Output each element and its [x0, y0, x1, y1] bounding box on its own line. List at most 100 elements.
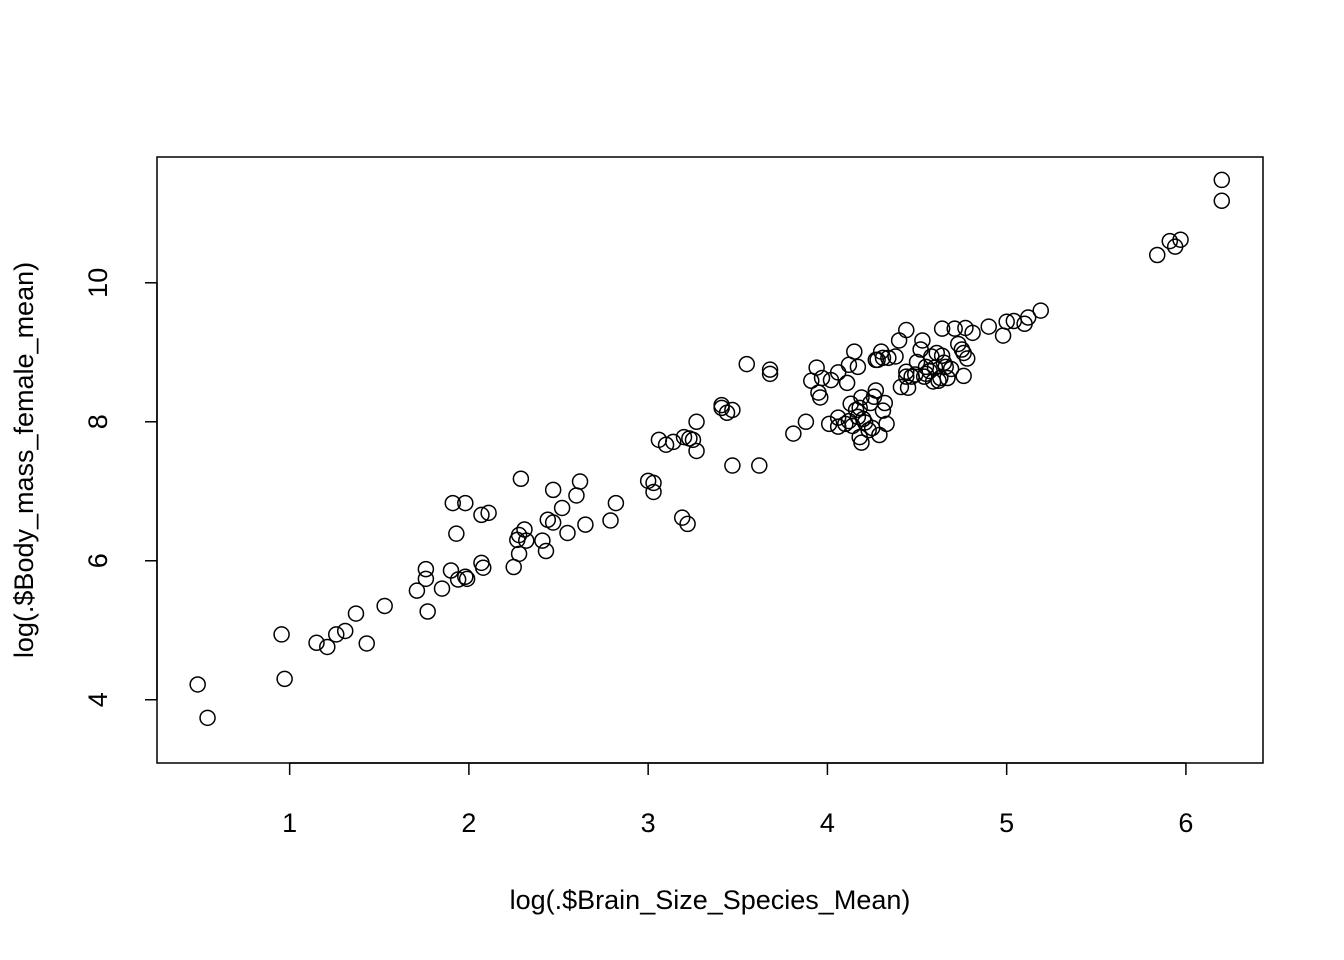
point: [811, 389, 829, 406]
point: [932, 369, 949, 387]
point: [950, 335, 967, 353]
point: [846, 343, 863, 360]
point: [874, 349, 892, 367]
point: [820, 415, 838, 433]
x-axis-title: log(.$Brain_Size_Species_Mean): [510, 885, 911, 915]
point: [308, 634, 325, 652]
point: [724, 457, 741, 474]
point: [837, 415, 854, 433]
y-tick-label: 4: [83, 692, 113, 707]
point: [276, 670, 293, 688]
x-tick-label: 4: [820, 808, 835, 838]
point: [838, 374, 856, 392]
x-tick-label: 6: [1178, 808, 1193, 838]
point: [829, 364, 847, 381]
y-tick-label: 8: [83, 414, 113, 429]
point: [417, 570, 435, 588]
point: [849, 358, 867, 376]
point: [933, 347, 951, 365]
point: [544, 514, 562, 531]
x-tick-label: 1: [282, 808, 297, 838]
point: [688, 413, 705, 431]
point: [645, 474, 662, 492]
point: [1172, 231, 1189, 248]
point: [544, 481, 562, 499]
point: [1019, 309, 1037, 326]
point: [537, 542, 555, 560]
point: [419, 603, 436, 620]
point: [534, 532, 551, 549]
point: [880, 349, 897, 367]
point: [516, 521, 533, 538]
point: [998, 313, 1015, 330]
point: [953, 341, 971, 358]
point: [319, 638, 336, 656]
point: [853, 389, 870, 406]
point: [1032, 302, 1049, 319]
point: [874, 402, 892, 419]
point: [449, 571, 467, 588]
point: [898, 321, 915, 339]
point: [199, 709, 216, 727]
point: [358, 635, 375, 652]
point: [273, 626, 290, 643]
point: [607, 494, 625, 512]
point: [860, 421, 877, 439]
point: [855, 410, 872, 428]
point: [679, 515, 696, 533]
point: [1148, 246, 1166, 264]
point: [577, 516, 594, 533]
point: [657, 436, 675, 453]
point: [890, 332, 908, 349]
point: [510, 545, 528, 563]
point: [980, 318, 997, 335]
point: [512, 470, 530, 488]
point: [328, 626, 345, 643]
point: [955, 367, 972, 385]
x-tick-label: 2: [461, 808, 476, 838]
point: [665, 433, 682, 451]
point: [458, 570, 476, 588]
y-tick-label: 10: [83, 268, 113, 298]
point: [559, 524, 576, 542]
point: [473, 506, 490, 524]
point: [457, 568, 474, 586]
point: [761, 361, 779, 378]
point: [761, 365, 779, 383]
point: [457, 494, 474, 512]
point: [713, 399, 730, 417]
point: [751, 457, 768, 474]
point: [724, 401, 741, 419]
point: [917, 358, 935, 376]
point: [688, 442, 705, 460]
point: [898, 363, 915, 380]
point: [1213, 171, 1231, 189]
x-tick-label: 3: [641, 808, 656, 838]
point: [892, 378, 910, 396]
point: [568, 487, 585, 504]
y-tick-label: 6: [83, 553, 113, 568]
point: [417, 560, 435, 578]
point: [797, 413, 815, 431]
point: [898, 368, 915, 385]
point: [939, 369, 956, 387]
point: [867, 382, 885, 399]
point: [908, 353, 926, 371]
point: [1213, 192, 1231, 210]
point: [602, 512, 619, 529]
point: [189, 676, 206, 693]
x-tick-label: 5: [999, 808, 1014, 838]
point: [876, 394, 894, 412]
point: [444, 494, 462, 512]
point: [887, 348, 904, 365]
point: [553, 499, 571, 517]
point: [408, 582, 426, 599]
point: [878, 415, 895, 433]
point: [684, 431, 702, 449]
point: [851, 399, 868, 417]
point: [899, 379, 917, 396]
point: [930, 372, 947, 390]
point: [994, 327, 1012, 344]
